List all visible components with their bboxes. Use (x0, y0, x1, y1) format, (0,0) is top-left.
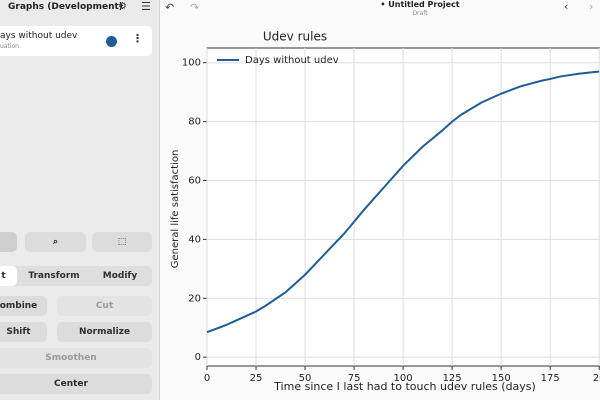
sidebar-title: Graphs (Development) (8, 2, 123, 12)
item-color[interactable] (106, 36, 117, 47)
x-tick-label: 100 (394, 373, 413, 384)
project-title: • Untitled Project (380, 0, 460, 9)
x-tick-label: 125 (443, 373, 462, 384)
item-menu[interactable]: ⋮ (132, 32, 143, 45)
cut-button[interactable]: Cut (57, 296, 152, 316)
normalize-button[interactable]: Normalize (57, 322, 152, 342)
search-button[interactable]: ⌕ (25, 232, 86, 252)
x-tick-label: 175 (541, 373, 560, 384)
x-tick-label: 25 (250, 373, 263, 384)
chart-title: Udev rules (263, 30, 327, 44)
legend-label: Days without udev (245, 55, 339, 66)
settings-icon[interactable]: ⚙ (118, 1, 127, 12)
tab[interactable]: Modify (102, 271, 138, 281)
y-tick-label: 40 (188, 234, 201, 245)
y-axis-label: General life satisfaction (170, 150, 181, 269)
x-tick-label: 150 (492, 373, 511, 384)
item-subtitle: uation (0, 43, 19, 50)
button[interactable] (0, 232, 17, 252)
project-subtitle: Draft (412, 10, 428, 17)
x-tick-label: 0 (204, 373, 210, 384)
tab[interactable]: t (0, 266, 17, 286)
y-tick-label: 60 (188, 176, 201, 187)
y-tick-label: 20 (188, 293, 201, 304)
undo-icon[interactable]: ↶ (165, 1, 175, 14)
select-button[interactable]: ⬚ (92, 232, 152, 252)
x-tick-label: 50 (299, 373, 312, 384)
back-icon[interactable]: ‹ (564, 0, 569, 13)
y-tick-label: 100 (182, 58, 201, 69)
y-tick-label: 80 (188, 117, 201, 128)
menu-icon[interactable]: ☰ (141, 0, 151, 13)
x-tick-label: 75 (348, 373, 361, 384)
chart: Udev rules Time since I last had to touc… (170, 30, 600, 393)
forward-icon[interactable]: › (589, 0, 594, 13)
tab[interactable]: Transform (28, 271, 80, 281)
line (206, 70, 600, 334)
tab-bar (0, 266, 152, 286)
item-name: ays without udev (0, 31, 78, 41)
combine-button[interactable]: ombine (0, 296, 47, 316)
shift-button[interactable]: Shift (0, 322, 47, 342)
y-tick-label: 0 (195, 352, 201, 363)
x-tick-label: 20 (593, 373, 600, 384)
smoothen-button[interactable]: Smoothen (0, 348, 152, 368)
item-card[interactable]: ays without udev uation ⋮ (0, 26, 152, 56)
redo-icon[interactable]: ↷ (190, 1, 200, 14)
sidebar: Graphs (Development) ⚙ ☰ ays without ude… (0, 0, 160, 400)
x-axis-label: Time since I last had to touch udev rule… (273, 380, 536, 393)
center-button[interactable]: Center (0, 374, 152, 394)
